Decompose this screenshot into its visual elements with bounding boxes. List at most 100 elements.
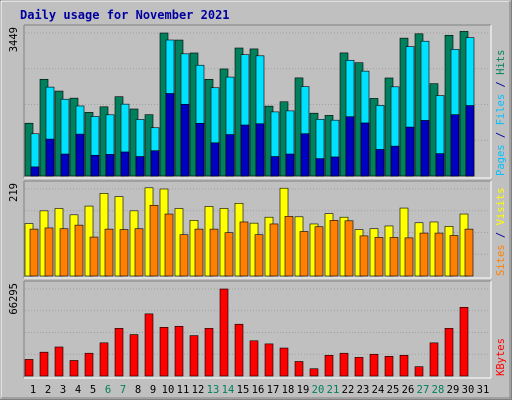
- x-tick-label: 27: [417, 384, 430, 396]
- x-tick-label: 15: [237, 384, 250, 396]
- bar-kbytes-day-27: [414, 366, 424, 377]
- bar-pages-day-15: [240, 124, 250, 177]
- chart-title: Daily usage for November 2021: [20, 8, 230, 22]
- hits-panel: 3449 Pages / Files / Hits: [8, 24, 507, 179]
- bar-pages-day-20: [315, 158, 325, 177]
- bar-sites-day-3: [59, 228, 69, 277]
- bar-sites-day-4: [74, 224, 84, 277]
- bar-pages-day-12: [195, 123, 205, 177]
- bar-pages-day-29: [450, 114, 460, 177]
- series-legend: Sites / Visits: [495, 187, 507, 276]
- bar-sites-day-9: [149, 204, 159, 277]
- bar-kbytes-day-18: [279, 347, 289, 377]
- bar-kbytes-day-12: [189, 335, 199, 377]
- legend-part: Sites: [495, 244, 507, 276]
- bar-pages-day-23: [360, 122, 370, 177]
- bar-kbytes-day-5: [84, 352, 94, 377]
- bar-pages-day-28: [435, 153, 445, 177]
- bar-pages-day-16: [255, 123, 265, 177]
- x-tick-label: 28: [432, 384, 445, 396]
- bar-sites-day-30: [464, 228, 474, 277]
- x-tick-label: 30: [462, 384, 475, 396]
- x-tick-label: 13: [207, 384, 220, 396]
- series-kbytes: [24, 288, 469, 377]
- bar-kbytes-day-2: [39, 351, 49, 377]
- x-tick-label: 6: [105, 384, 111, 396]
- bar-pages-day-24: [375, 149, 385, 177]
- bar-sites-day-20: [314, 226, 324, 277]
- bar-sites-day-19: [299, 231, 309, 277]
- bar-pages-day-13: [210, 142, 220, 177]
- x-tick-label: 29: [447, 384, 460, 396]
- bar-pages-day-5: [90, 154, 100, 177]
- y-max-label: 219: [8, 183, 20, 202]
- bar-pages-day-18: [285, 153, 295, 177]
- series-hits: [24, 31, 469, 177]
- bar-sites-day-16: [254, 234, 264, 277]
- x-tick-label: 22: [342, 384, 355, 396]
- x-tick-label: 2: [45, 384, 51, 396]
- bar-kbytes-day-22: [339, 352, 349, 377]
- bar-pages-day-14: [225, 134, 235, 177]
- bar-sites-day-14: [224, 232, 234, 277]
- x-tick-label: 16: [252, 384, 265, 396]
- x-tick-label: 18: [282, 384, 295, 396]
- bar-kbytes-day-23: [354, 357, 364, 377]
- bar-pages-day-11: [180, 103, 190, 177]
- legend-part: Pages: [495, 144, 507, 176]
- bar-sites-day-21: [329, 220, 339, 277]
- series-sites: [29, 204, 474, 277]
- bar-sites-day-29: [449, 235, 459, 277]
- bar-kbytes-day-13: [204, 328, 214, 377]
- bar-sites-day-11: [179, 234, 189, 277]
- x-tick-label: 31: [477, 384, 490, 396]
- bar-pages-day-27: [420, 120, 430, 177]
- x-tick-label: 20: [312, 384, 325, 396]
- bar-sites-day-7: [119, 229, 129, 277]
- bar-pages-day-22: [345, 116, 355, 177]
- x-tick-label: 14: [222, 384, 235, 396]
- x-tick-label: 3: [60, 384, 66, 396]
- bar-kbytes-day-20: [309, 368, 319, 377]
- bar-pages-day-1: [30, 166, 40, 177]
- bar-kbytes-day-1: [24, 359, 34, 377]
- legend-part: /: [495, 75, 507, 94]
- series-legend: KBytes: [495, 338, 507, 376]
- x-tick-label: 1: [30, 384, 36, 396]
- x-tick-label: 23: [357, 384, 370, 396]
- x-tick-label: 17: [267, 384, 280, 396]
- bar-kbytes-day-11: [174, 325, 184, 377]
- bar-sites-day-13: [209, 228, 219, 277]
- bar-sites-day-12: [194, 228, 204, 277]
- y-max-label: 3449: [8, 27, 20, 52]
- bar-pages-day-10: [165, 93, 175, 177]
- bar-kbytes-day-4: [69, 360, 79, 377]
- bar-kbytes-day-10: [159, 327, 169, 377]
- bar-kbytes-day-7: [114, 328, 124, 377]
- legend-part: KBytes: [495, 338, 507, 376]
- bar-pages-day-19: [300, 133, 310, 177]
- bar-pages-day-6: [105, 154, 115, 177]
- bar-sites-day-2: [44, 227, 54, 277]
- bar-pages-day-7: [120, 151, 130, 177]
- bar-sites-day-6: [104, 228, 114, 277]
- x-tick-label: 9: [150, 384, 156, 396]
- bar-pages-day-4: [75, 133, 85, 177]
- x-tick-label: 4: [75, 384, 81, 396]
- bar-kbytes-day-28: [429, 342, 439, 377]
- x-tick-label: 21: [327, 384, 340, 396]
- bar-pages-day-2: [45, 138, 55, 177]
- bar-pages-day-21: [330, 156, 340, 177]
- bar-kbytes-day-9: [144, 313, 154, 377]
- x-axis: 1 2 3 4 5 6 7 8 9 10 11 12 13 14 15 16 17 18 19 20 21 22 23 24 2…: [30, 384, 489, 396]
- visits-panel: 219 Sites / Visits: [8, 180, 507, 279]
- y-max-label: 66295: [8, 283, 20, 315]
- x-tick-label: 12: [192, 384, 205, 396]
- series-visits: [24, 187, 469, 277]
- bar-sites-day-22: [344, 220, 354, 277]
- bar-sites-day-23: [359, 235, 369, 277]
- bar-kbytes-day-17: [264, 343, 274, 377]
- x-tick-label: 24: [372, 384, 385, 396]
- x-tick-label: 25: [387, 384, 400, 396]
